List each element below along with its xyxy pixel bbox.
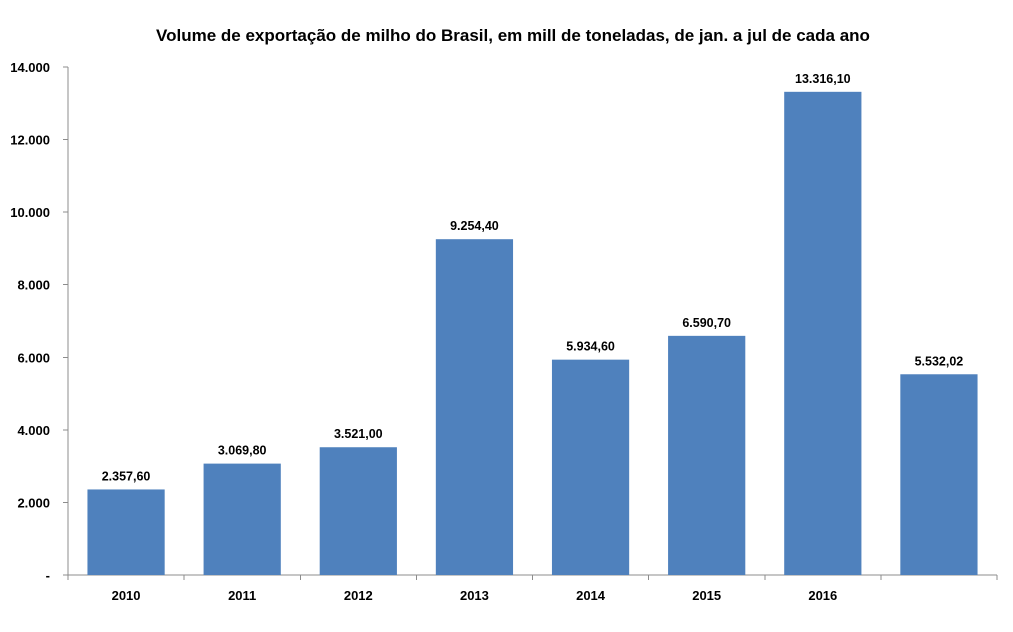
- bar: [319, 447, 397, 575]
- y-tick-label: 12.000: [10, 133, 50, 148]
- data-label: 6.590,70: [682, 316, 731, 330]
- x-axis: 2010 2011 2012 2013 2014 2015 2016: [67, 574, 998, 603]
- x-tick-label: 2012: [344, 588, 373, 603]
- data-label: 5.934,60: [566, 340, 615, 354]
- bar-series: [87, 91, 978, 576]
- bar: [900, 374, 978, 575]
- y-tick-label: 14.000: [10, 60, 50, 75]
- y-tick-label: 2.000: [17, 495, 50, 510]
- y-axis: - 2.000 4.000 6.000 8.000 10.000 12.000 14.000: [10, 60, 69, 583]
- x-tick-label: 2011: [228, 588, 256, 603]
- data-label-group: 2.357,60 3.069,80 3.521,00 9.254,40 5.934,60…: [102, 72, 964, 484]
- bar: [668, 335, 746, 575]
- x-tick-label: 2015: [692, 588, 721, 603]
- y-tick-label: -: [46, 568, 50, 583]
- x-tick-label: 2014: [576, 588, 606, 603]
- y-tick-label: 10.000: [10, 205, 50, 220]
- y-tick-label: 6.000: [17, 350, 50, 365]
- bar: [784, 91, 862, 576]
- bar: [551, 359, 630, 575]
- bar: [435, 239, 514, 575]
- data-label: 5.532,02: [915, 354, 964, 368]
- x-tick-label: 2013: [460, 588, 489, 603]
- chart-title: Volume de exportação de milho do Brasil,…: [156, 26, 870, 45]
- data-label: 3.069,80: [218, 444, 267, 458]
- data-label: 2.357,60: [102, 469, 151, 483]
- data-label: 13.316,10: [795, 72, 851, 86]
- x-tick-label: 2016: [808, 588, 837, 603]
- data-label: 3.521,00: [334, 427, 383, 441]
- y-tick-label: 4.000: [17, 423, 50, 438]
- data-label: 9.254,40: [450, 219, 499, 233]
- bar: [203, 463, 281, 575]
- bar: [87, 489, 165, 575]
- y-tick-label: 8.000: [17, 278, 50, 293]
- x-tick-label: 2010: [112, 588, 141, 603]
